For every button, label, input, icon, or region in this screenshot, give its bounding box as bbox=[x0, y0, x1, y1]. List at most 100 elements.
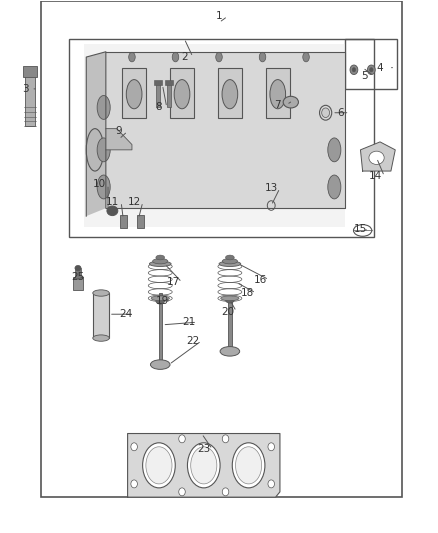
Ellipse shape bbox=[222, 435, 229, 443]
Ellipse shape bbox=[268, 480, 275, 488]
Ellipse shape bbox=[226, 255, 234, 260]
Bar bbox=[167, 84, 171, 108]
Text: 16: 16 bbox=[254, 274, 267, 285]
Ellipse shape bbox=[179, 488, 185, 496]
Ellipse shape bbox=[322, 108, 329, 117]
Ellipse shape bbox=[328, 138, 341, 162]
Text: 20: 20 bbox=[221, 306, 234, 317]
Bar bbox=[156, 84, 160, 108]
Ellipse shape bbox=[226, 297, 234, 303]
Bar bbox=[228, 296, 232, 349]
Ellipse shape bbox=[131, 443, 138, 451]
Ellipse shape bbox=[126, 79, 142, 109]
Text: 22: 22 bbox=[186, 336, 200, 346]
Ellipse shape bbox=[156, 298, 165, 304]
Bar bbox=[23, 66, 37, 77]
Ellipse shape bbox=[270, 79, 286, 109]
Text: 19: 19 bbox=[156, 296, 169, 306]
Text: 11: 11 bbox=[106, 197, 119, 207]
Text: 18: 18 bbox=[240, 288, 254, 298]
Ellipse shape bbox=[216, 52, 222, 62]
Ellipse shape bbox=[352, 68, 356, 72]
Bar bbox=[69, 38, 374, 237]
Ellipse shape bbox=[156, 255, 165, 260]
Ellipse shape bbox=[131, 480, 138, 488]
Ellipse shape bbox=[97, 95, 110, 119]
Ellipse shape bbox=[187, 443, 220, 488]
Ellipse shape bbox=[268, 443, 275, 451]
Ellipse shape bbox=[283, 96, 298, 108]
Text: 12: 12 bbox=[127, 197, 141, 207]
Bar bbox=[41, 2, 402, 497]
Ellipse shape bbox=[367, 65, 375, 75]
Text: 6: 6 bbox=[338, 108, 344, 118]
Bar bbox=[75, 268, 81, 278]
Text: 13: 13 bbox=[265, 183, 278, 193]
Ellipse shape bbox=[172, 52, 179, 62]
Bar bbox=[122, 68, 146, 118]
Ellipse shape bbox=[350, 65, 358, 75]
Ellipse shape bbox=[219, 261, 241, 266]
Ellipse shape bbox=[236, 447, 261, 484]
Ellipse shape bbox=[129, 52, 135, 62]
Bar bbox=[84, 44, 345, 227]
Ellipse shape bbox=[191, 447, 217, 484]
Text: 5: 5 bbox=[361, 70, 368, 80]
Ellipse shape bbox=[151, 296, 170, 301]
Ellipse shape bbox=[328, 175, 341, 199]
Ellipse shape bbox=[221, 296, 239, 301]
Polygon shape bbox=[86, 52, 106, 216]
Ellipse shape bbox=[370, 68, 373, 72]
Text: 25: 25 bbox=[71, 272, 84, 282]
Bar bbox=[93, 293, 110, 338]
Ellipse shape bbox=[220, 346, 240, 356]
Bar bbox=[120, 215, 127, 228]
Ellipse shape bbox=[222, 488, 229, 496]
Ellipse shape bbox=[222, 79, 238, 109]
Bar bbox=[218, 68, 242, 118]
Ellipse shape bbox=[149, 261, 171, 266]
Ellipse shape bbox=[222, 259, 237, 264]
Bar bbox=[265, 68, 290, 118]
Text: 8: 8 bbox=[155, 102, 161, 112]
Text: 1: 1 bbox=[215, 11, 223, 21]
Bar bbox=[165, 80, 173, 85]
Ellipse shape bbox=[179, 435, 185, 443]
Ellipse shape bbox=[150, 360, 170, 369]
Bar bbox=[159, 293, 162, 362]
Text: 15: 15 bbox=[354, 224, 367, 235]
Bar bbox=[154, 80, 162, 85]
Text: 4: 4 bbox=[377, 63, 383, 72]
Polygon shape bbox=[106, 52, 345, 208]
Bar bbox=[73, 277, 83, 290]
Text: 21: 21 bbox=[182, 317, 195, 327]
Ellipse shape bbox=[143, 443, 175, 488]
Bar bbox=[25, 76, 35, 126]
Bar bbox=[137, 215, 144, 228]
Text: 7: 7 bbox=[275, 100, 281, 110]
Polygon shape bbox=[127, 433, 280, 497]
Ellipse shape bbox=[146, 447, 172, 484]
Ellipse shape bbox=[75, 265, 81, 271]
Ellipse shape bbox=[86, 128, 104, 171]
Ellipse shape bbox=[97, 138, 110, 162]
Polygon shape bbox=[106, 128, 132, 150]
Polygon shape bbox=[360, 142, 395, 171]
Ellipse shape bbox=[174, 79, 190, 109]
Text: 23: 23 bbox=[197, 445, 210, 455]
Text: 24: 24 bbox=[119, 309, 132, 319]
Ellipse shape bbox=[93, 335, 110, 341]
Ellipse shape bbox=[232, 443, 265, 488]
Ellipse shape bbox=[107, 206, 118, 216]
Text: 9: 9 bbox=[116, 126, 122, 136]
Text: 10: 10 bbox=[93, 179, 106, 189]
Text: 17: 17 bbox=[167, 277, 180, 287]
Bar bbox=[345, 38, 397, 89]
Text: 2: 2 bbox=[181, 52, 187, 62]
Ellipse shape bbox=[303, 52, 309, 62]
Ellipse shape bbox=[97, 175, 110, 199]
Bar bbox=[170, 68, 194, 118]
Text: 14: 14 bbox=[369, 172, 382, 181]
Text: 3: 3 bbox=[22, 84, 28, 94]
Ellipse shape bbox=[152, 259, 168, 264]
